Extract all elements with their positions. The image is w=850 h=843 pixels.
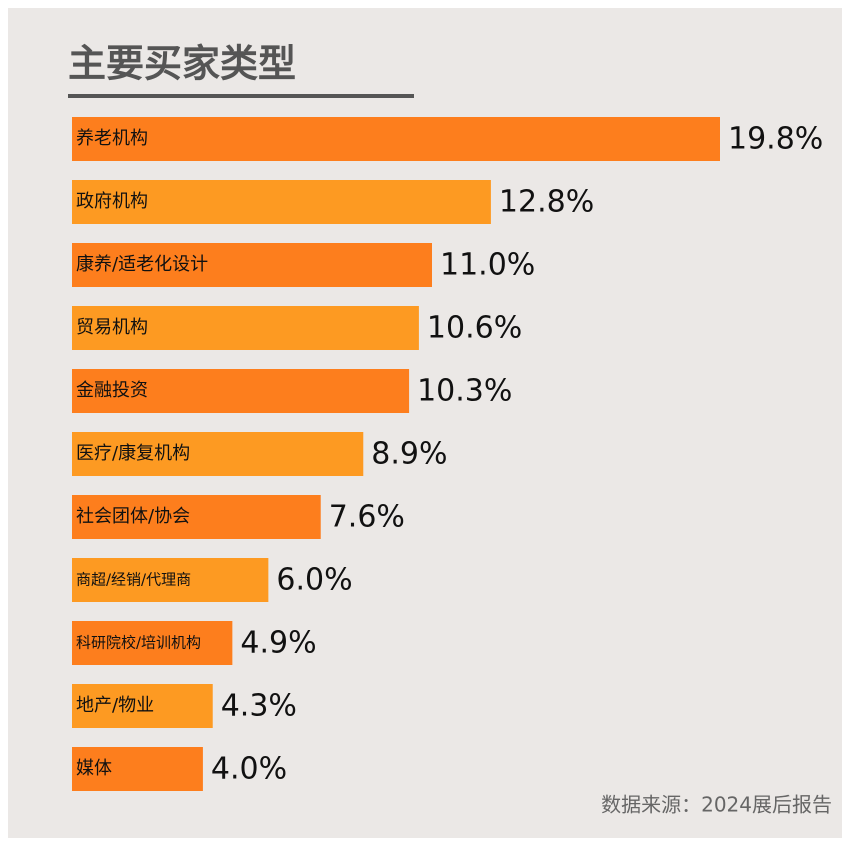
category-label: 贸易机构 — [76, 317, 148, 338]
category-label: 商超/经销/代理商 — [76, 571, 191, 589]
chart-title: 主要买家类型 — [68, 42, 296, 86]
bar — [72, 495, 321, 539]
value-label: 19.8% — [728, 122, 823, 157]
category-label: 金融投资 — [76, 380, 148, 401]
bar — [72, 117, 720, 161]
category-label: 养老机构 — [76, 128, 148, 149]
bar — [72, 369, 410, 413]
value-label: 12.8% — [499, 185, 594, 220]
value-label: 4.0% — [211, 752, 287, 787]
bar — [72, 432, 364, 476]
bar — [72, 747, 203, 791]
value-label: 10.6% — [427, 311, 522, 346]
category-label: 媒体 — [76, 758, 112, 779]
value-label: 6.0% — [276, 563, 352, 598]
category-label: 地产/物业 — [76, 695, 154, 716]
category-label: 科研院校/培训机构 — [76, 634, 201, 652]
category-label: 医疗/康复机构 — [76, 443, 190, 464]
bar — [72, 243, 432, 287]
bar — [72, 621, 233, 665]
category-label: 康养/适老化设计 — [76, 254, 208, 275]
value-label: 4.9% — [240, 626, 316, 661]
bar — [72, 306, 419, 350]
bar — [72, 684, 213, 728]
value-label: 8.9% — [371, 437, 447, 472]
bar — [72, 180, 491, 224]
category-label: 社会团体/协会 — [76, 506, 190, 527]
source-note: 数据来源：2024展后报告 — [601, 793, 832, 817]
category-label: 政府机构 — [76, 191, 148, 212]
value-label: 7.6% — [329, 500, 405, 535]
bar — [72, 558, 269, 602]
value-label: 11.0% — [440, 248, 535, 283]
value-label: 10.3% — [417, 374, 512, 409]
value-label: 4.3% — [221, 689, 297, 724]
